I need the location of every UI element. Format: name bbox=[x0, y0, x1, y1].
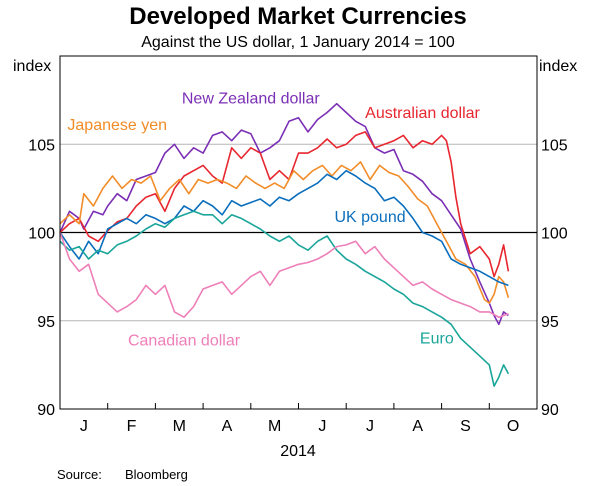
series-label-canadian-dollar: Canadian dollar bbox=[128, 332, 241, 349]
x-tick-label: J bbox=[80, 418, 88, 435]
x-tick-label: O bbox=[507, 418, 519, 435]
chart-title: Developed Market Currencies bbox=[129, 3, 466, 30]
plot-frame bbox=[59, 55, 538, 410]
series-line-new-zealand-dollar bbox=[59, 102, 509, 326]
x-tick-label: J bbox=[318, 418, 326, 435]
y-tick-right: 95 bbox=[541, 314, 559, 331]
x-axis-label: 2014 bbox=[280, 443, 316, 460]
series-line-australian-dollar bbox=[59, 131, 510, 278]
x-tick-label: M bbox=[173, 418, 186, 435]
x-tick-label: S bbox=[460, 418, 471, 435]
y-tick-right: 105 bbox=[541, 137, 568, 154]
y-tick-right: 100 bbox=[541, 226, 568, 243]
x-tick-label: A bbox=[222, 418, 233, 435]
series-label-uk-pound: UK pound bbox=[334, 209, 405, 226]
right-axis-unit: index bbox=[539, 58, 577, 75]
y-tick-left: 105 bbox=[28, 137, 55, 154]
series-line-japanese-yen bbox=[59, 161, 510, 304]
series-line-euro bbox=[59, 210, 510, 387]
y-tick-left: 100 bbox=[28, 226, 55, 243]
x-tick-label: A bbox=[412, 418, 423, 435]
left-tick-labels: 90 95 100 105 bbox=[28, 137, 55, 419]
chart-subtitle: Against the US dollar, 1 January 2014 = … bbox=[141, 34, 455, 51]
series-line-canadian-dollar bbox=[59, 232, 509, 318]
series-label-new-zealand-dollar: New Zealand dollar bbox=[182, 91, 321, 108]
series-line-uk-pound bbox=[59, 169, 509, 287]
x-tick-label: M bbox=[268, 418, 281, 435]
gridlines bbox=[60, 143, 537, 409]
left-axis-unit: index bbox=[13, 58, 51, 75]
y-tick-left: 95 bbox=[37, 314, 55, 331]
y-tick-left: 90 bbox=[37, 402, 55, 419]
series-label-euro: Euro bbox=[420, 331, 454, 348]
series-label-japanese-yen: Japanese yen bbox=[67, 117, 167, 134]
series-lines bbox=[59, 102, 510, 387]
y-tick-right: 90 bbox=[541, 402, 559, 419]
source-label: Source: bbox=[57, 467, 102, 482]
series-label-australian-dollar: Australian dollar bbox=[365, 105, 480, 122]
right-tick-labels: 90 95 100 105 bbox=[541, 137, 568, 419]
source-value: Bloomberg bbox=[125, 467, 188, 482]
x-tick-label: F bbox=[127, 418, 137, 435]
series-labels: New Zealand dollar Australian dollar Japan… bbox=[67, 91, 480, 350]
x-tick-label: J bbox=[366, 418, 374, 435]
